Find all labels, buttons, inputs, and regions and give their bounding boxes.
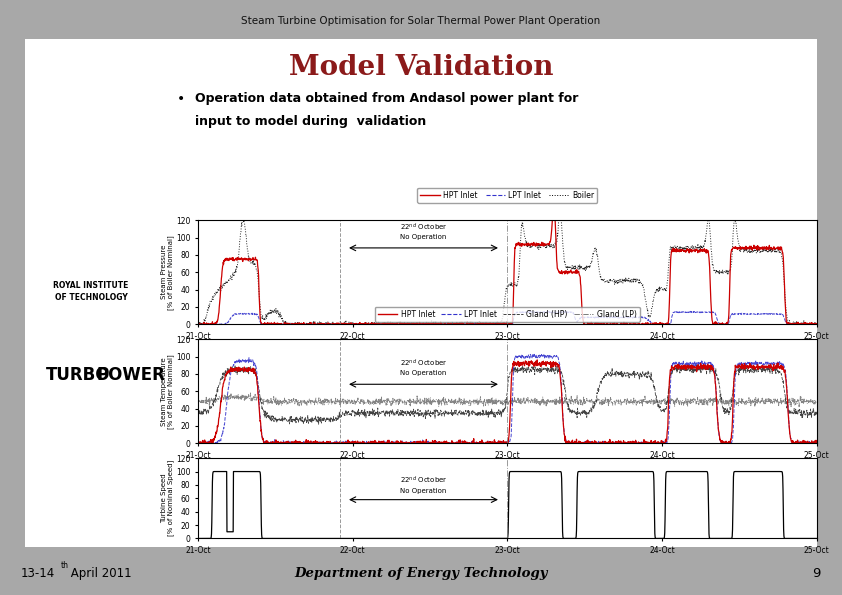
Text: VETENSKAP: VETENSKAP — [70, 233, 111, 239]
Y-axis label: Steam Pressure
[% of Boiler Nominal]: Steam Pressure [% of Boiler Nominal] — [161, 235, 174, 309]
Text: OCH KONST: OCH KONST — [70, 248, 111, 254]
Text: 22$^{nd}$ October
No Operation: 22$^{nd}$ October No Operation — [400, 475, 447, 494]
Text: OF TECHNOLOGY: OF TECHNOLOGY — [55, 293, 127, 302]
Text: Operation data obtained from Andasol power plant for: Operation data obtained from Andasol pow… — [195, 92, 578, 105]
Text: •: • — [177, 92, 185, 107]
Text: Model Validation: Model Validation — [289, 54, 553, 80]
Legend: HPT Inlet, LPT Inlet, Boiler: HPT Inlet, LPT Inlet, Boiler — [418, 187, 597, 203]
Text: 22$^{nd}$ October
No Operation: 22$^{nd}$ October No Operation — [400, 358, 447, 377]
FancyBboxPatch shape — [9, 29, 833, 558]
Text: Steam Turbine Optimisation for Solar Thermal Power Plant Operation: Steam Turbine Optimisation for Solar The… — [242, 16, 600, 26]
Legend: HPT Inlet, LPT Inlet, Gland (HP), Gland (LP): HPT Inlet, LPT Inlet, Gland (HP), Gland … — [375, 306, 640, 322]
Text: th: th — [61, 561, 69, 570]
Y-axis label: Turbine Speed
[% of Nominal Speed]: Turbine Speed [% of Nominal Speed] — [161, 460, 174, 537]
Text: April 2011: April 2011 — [67, 567, 131, 580]
Y-axis label: Steam Temperature
[% of Boiler Nominal]: Steam Temperature [% of Boiler Nominal] — [161, 354, 174, 428]
Text: TURBO: TURBO — [46, 366, 111, 384]
Text: POWER: POWER — [97, 366, 166, 384]
Text: ♔: ♔ — [81, 170, 100, 190]
Text: 13-14: 13-14 — [21, 567, 56, 580]
Text: ROYAL INSTITUTE: ROYAL INSTITUTE — [53, 281, 129, 290]
Text: KTH: KTH — [70, 200, 111, 218]
Text: Department of Energy Technology: Department of Energy Technology — [294, 567, 548, 580]
Text: input to model during  validation: input to model during validation — [195, 115, 427, 128]
Text: 9: 9 — [813, 567, 821, 580]
Text: 22$^{nd}$ October
No Operation: 22$^{nd}$ October No Operation — [400, 221, 447, 240]
